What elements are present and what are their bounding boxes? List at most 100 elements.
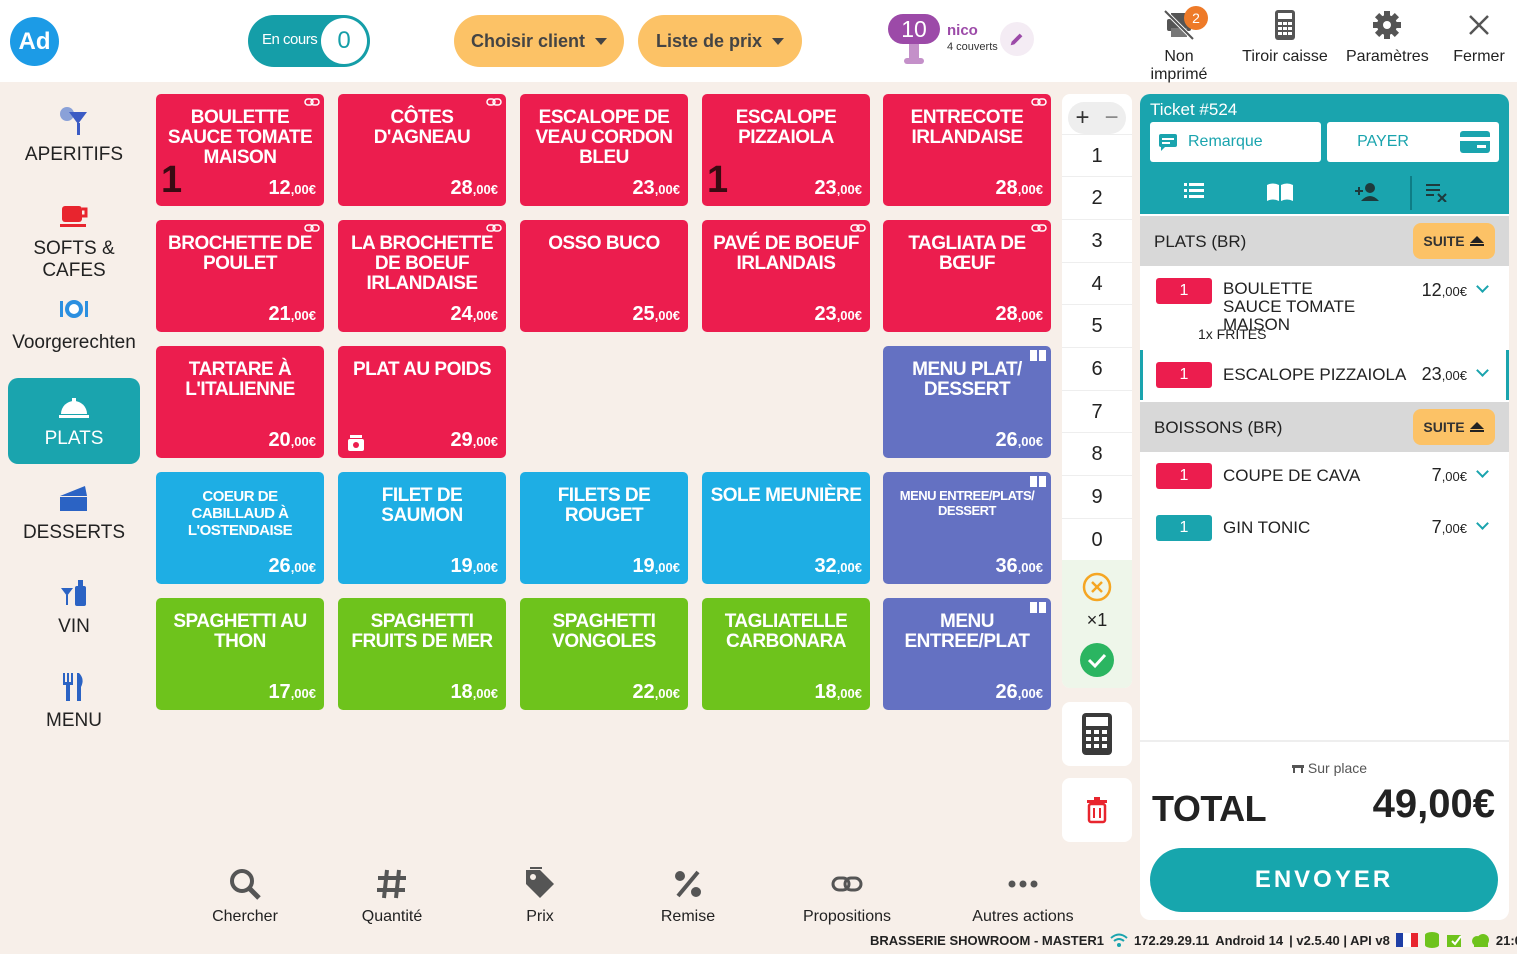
link-icon: [304, 224, 320, 232]
product-tile[interactable]: ENTRECOTE IRLANDAISE 28,00€: [883, 94, 1051, 206]
cash-drawer-button[interactable]: Tiroir caisse: [1242, 8, 1328, 66]
calculator-button[interactable]: [1062, 702, 1132, 766]
product-tile[interactable]: OSSO BUCO 25,00€: [520, 220, 688, 332]
numpad-key[interactable]: 5: [1062, 304, 1132, 346]
product-tile[interactable]: LA BROCHETTE DE BOEUF IRLANDAISE 24,00€: [338, 220, 506, 332]
product-tile[interactable]: COEUR DE CABILLAUD À L'OSTENDAISE 26,00€: [156, 472, 324, 584]
product-tile[interactable]: ESCALOPE DE VEAU CORDON BLEU 23,00€: [520, 94, 688, 206]
quantity-button[interactable]: Quantité: [352, 866, 432, 926]
price-list-button[interactable]: Liste de prix: [638, 15, 802, 67]
numpad-key[interactable]: 4: [1062, 262, 1132, 304]
category-aperitifs[interactable]: APERITIFS: [8, 104, 140, 190]
cloud-icon: [1471, 934, 1489, 947]
product-tile[interactable]: FILETS DE ROUGET 19,00€: [520, 472, 688, 584]
suite-button[interactable]: SUITE: [1413, 409, 1495, 445]
chevron-down-icon[interactable]: [1476, 280, 1489, 293]
not-printed-button[interactable]: Non imprimé: [1134, 8, 1224, 84]
ticket-line[interactable]: 1 GIN TONIC 7,00€: [1140, 504, 1509, 556]
delete-button[interactable]: [1062, 778, 1132, 842]
ticket-line[interactable]: 1 ESCALOPE PIZZAIOLA 23,00€: [1140, 350, 1509, 400]
product-tile[interactable]: SPAGHETTI AU THON 17,00€: [156, 598, 324, 710]
product-tile[interactable]: FILET DE SAUMON 19,00€: [338, 472, 506, 584]
link-icon: [1031, 224, 1047, 232]
credit-card-icon: [1460, 131, 1490, 153]
price-list-label: Liste de prix: [655, 30, 763, 51]
product-tile[interactable]: PAVÉ DE BOEUF IRLANDAIS 23,00€: [702, 220, 870, 332]
table-badge[interactable]: 10: [888, 14, 940, 64]
clear-icon[interactable]: [1082, 572, 1112, 602]
numpad-key[interactable]: 1: [1062, 134, 1132, 176]
cash-drawer-label: Tiroir caisse: [1242, 48, 1328, 65]
numpad-key[interactable]: 0: [1062, 518, 1132, 560]
chevron-down-icon[interactable]: [1476, 364, 1489, 377]
category-plats[interactable]: PLATS: [8, 378, 140, 464]
chevron-down-icon[interactable]: [1476, 465, 1489, 478]
product-tile[interactable]: MENU ENTREE/PLATS/ DESSERT 36,00€: [883, 472, 1051, 584]
numpad-key[interactable]: 3: [1062, 219, 1132, 261]
numpad-key[interactable]: 9: [1062, 475, 1132, 517]
suite-button[interactable]: SUITE: [1413, 223, 1495, 259]
remark-button[interactable]: Remarque: [1150, 122, 1321, 162]
line-quantity[interactable]: 1: [1156, 278, 1212, 304]
plus-minus-toggle[interactable]: + −: [1068, 102, 1126, 134]
numpad-key[interactable]: 7: [1062, 390, 1132, 432]
line-quantity[interactable]: 1: [1156, 463, 1212, 489]
discount-button[interactable]: Remise: [648, 866, 728, 926]
list-icon[interactable]: [1184, 182, 1204, 198]
product-tile[interactable]: BROCHETTE DE POULET 21,00€: [156, 220, 324, 332]
product-tile[interactable]: SPAGHETTI FRUITS DE MER 18,00€: [338, 598, 506, 710]
minus-icon[interactable]: −: [1104, 104, 1119, 131]
chevron-down-icon: [595, 37, 608, 45]
product-tile[interactable]: CÔTES D'AGNEAU 28,00€: [338, 94, 506, 206]
chevron-down-icon[interactable]: [1476, 517, 1489, 530]
cloche-icon: [59, 398, 89, 418]
product-tile[interactable]: BOULETTE SAUCE TOMATE MAISON 1 12,00€: [156, 94, 324, 206]
choose-client-label: Choisir client: [470, 30, 586, 51]
numpad: + − 1 2 3 4 5 6 7 8 9 0 ×1: [1062, 94, 1132, 688]
product-tile[interactable]: TAGLIATELLE CARBONARA 18,00€: [702, 598, 870, 710]
edit-table-button[interactable]: [1000, 22, 1034, 56]
product-tile[interactable]: MENU PLAT/ DESSERT 26,00€: [883, 346, 1051, 458]
add-person-icon[interactable]: [1354, 182, 1380, 202]
category-desserts[interactable]: DESSERTS: [8, 482, 140, 568]
product-tile[interactable]: SPAGHETTI VONGOLES 22,00€: [520, 598, 688, 710]
more-actions-button[interactable]: Autres actions: [968, 866, 1078, 926]
send-button[interactable]: ENVOYER: [1150, 848, 1498, 912]
clear-list-icon[interactable]: [1426, 182, 1448, 202]
product-tile[interactable]: SOLE MEUNIÈRE 32,00€: [702, 472, 870, 584]
ip-address: 172.29.29.11: [1134, 932, 1210, 948]
plus-icon[interactable]: +: [1075, 104, 1090, 131]
category-voorgerechten[interactable]: Voorgerechten: [8, 292, 140, 378]
settings-button[interactable]: Paramètres: [1346, 8, 1429, 66]
numpad-key[interactable]: 6: [1062, 347, 1132, 389]
check-icon[interactable]: [1079, 642, 1115, 678]
choose-client-button[interactable]: Choisir client: [454, 15, 624, 67]
search-button[interactable]: Chercher: [205, 866, 285, 926]
category-label: SOFTS & CAFES: [33, 238, 115, 281]
menu-book-icon[interactable]: [1266, 182, 1294, 202]
category-menu[interactable]: MENU: [8, 670, 140, 756]
propositions-button[interactable]: Propositions: [796, 866, 898, 926]
close-button[interactable]: Fermer: [1450, 8, 1508, 66]
line-quantity[interactable]: 1: [1156, 362, 1212, 388]
ticket-line[interactable]: 1 COUPE DE CAVA 7,00€: [1140, 452, 1509, 504]
search-icon: [230, 869, 261, 900]
pay-button[interactable]: PAYER: [1327, 122, 1499, 162]
product-tile[interactable]: ESCALOPE PIZZAIOLA 1 23,00€: [702, 94, 870, 206]
numpad-key[interactable]: 8: [1062, 432, 1132, 474]
link-icon: [304, 98, 320, 106]
product-tile[interactable]: PLAT AU POIDS 29,00€: [338, 346, 506, 458]
product-tile[interactable]: TARTARE À L'ITALIENNE 20,00€: [156, 346, 324, 458]
en-cours-button[interactable]: En cours 0: [248, 15, 370, 67]
product-tile[interactable]: MENU ENTREE/PLAT 26,00€: [883, 598, 1051, 710]
line-price: 23,00€: [1421, 364, 1467, 384]
service-mode[interactable]: Sur place: [1292, 760, 1367, 776]
price-button[interactable]: Prix: [500, 866, 580, 926]
numpad-key[interactable]: 2: [1062, 176, 1132, 218]
ticket-line[interactable]: 1 BOULETTE SAUCE TOMATE MAISON 12,00€ 1x…: [1140, 266, 1509, 348]
category-vin[interactable]: VIN: [8, 576, 140, 662]
product-tile[interactable]: TAGLIATA DE BŒUF 28,00€: [883, 220, 1051, 332]
line-quantity[interactable]: 1: [1156, 515, 1212, 541]
category-softs-cafes[interactable]: SOFTS & CAFES: [8, 198, 140, 284]
ticket-panel: Ticket #524 Remarque PAYER PLATS (BR) SU…: [1140, 94, 1509, 920]
